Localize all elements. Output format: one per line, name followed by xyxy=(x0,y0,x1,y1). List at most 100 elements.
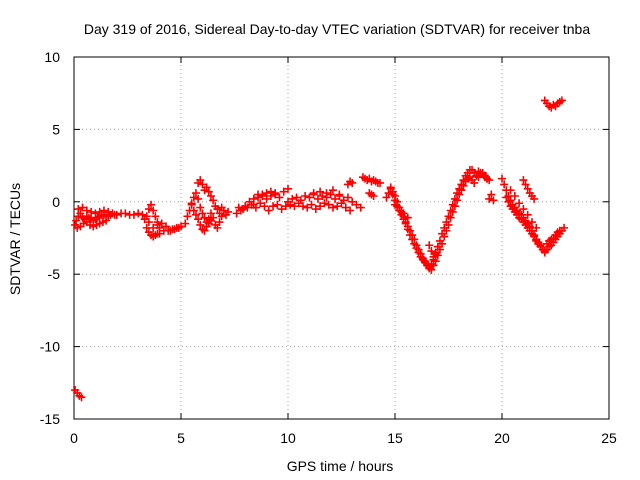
grid-lines xyxy=(74,57,609,419)
data-point xyxy=(290,202,299,211)
data-point xyxy=(209,213,218,222)
data-point xyxy=(446,213,455,222)
data-point xyxy=(206,209,215,218)
data-point xyxy=(112,210,121,219)
data-point xyxy=(410,235,419,244)
data-point xyxy=(196,220,205,229)
data-point xyxy=(166,226,175,235)
data-point xyxy=(472,171,481,180)
data-point xyxy=(138,210,147,219)
data-point xyxy=(427,247,436,256)
data-point xyxy=(412,241,421,250)
data-point xyxy=(504,197,513,206)
data-point xyxy=(309,189,318,198)
data-point xyxy=(224,207,233,216)
data-point xyxy=(429,252,438,261)
data-point xyxy=(307,200,316,209)
data-point xyxy=(196,176,205,185)
data-point xyxy=(271,190,280,199)
data-point xyxy=(147,200,156,209)
data-point xyxy=(151,212,160,221)
data-point xyxy=(376,178,385,187)
data-point xyxy=(326,190,335,199)
data-point xyxy=(523,184,532,193)
data-point xyxy=(448,207,457,216)
data-point xyxy=(303,203,312,212)
data-point xyxy=(408,231,417,240)
data-point xyxy=(209,196,218,205)
data-point xyxy=(254,190,263,199)
data-point xyxy=(189,193,198,202)
data-point xyxy=(502,193,511,202)
data-point xyxy=(316,187,325,196)
data-point xyxy=(532,223,541,232)
data-point xyxy=(157,219,166,228)
data-point xyxy=(102,216,111,225)
x-tick-label: 15 xyxy=(387,430,403,446)
y-tick-label: 5 xyxy=(52,121,60,137)
data-point xyxy=(104,207,113,216)
data-point xyxy=(305,193,314,202)
data-point xyxy=(269,202,278,211)
data-point xyxy=(335,190,344,199)
data-point xyxy=(273,200,282,209)
data-point xyxy=(391,200,399,209)
data-point xyxy=(76,209,85,218)
data-point xyxy=(328,186,337,195)
data-point xyxy=(431,248,440,257)
data-point xyxy=(202,183,211,192)
y-tick-label: 0 xyxy=(52,194,60,210)
data-point xyxy=(204,215,213,224)
data-point xyxy=(77,393,86,402)
data-point xyxy=(196,203,205,212)
data-point xyxy=(331,194,340,203)
data-point xyxy=(341,203,350,212)
data-point xyxy=(258,192,267,201)
data-point xyxy=(191,210,200,219)
data-point xyxy=(204,187,213,196)
data-point xyxy=(322,189,331,198)
data-point xyxy=(277,205,286,214)
data-point xyxy=(433,242,442,251)
data-point xyxy=(134,209,143,218)
data-point xyxy=(427,265,436,274)
data-point xyxy=(200,213,209,222)
data-point xyxy=(506,186,515,195)
data-point xyxy=(388,187,397,196)
chart-title: Day 319 of 2016, Sidereal Day-to-day VTE… xyxy=(84,21,591,37)
data-point xyxy=(72,216,81,225)
data-point xyxy=(183,212,192,221)
data-point xyxy=(399,209,408,218)
data-point xyxy=(333,202,342,211)
data-point xyxy=(324,200,333,209)
data-point xyxy=(264,206,273,215)
data-point xyxy=(337,199,346,208)
data-point xyxy=(266,187,275,196)
data-point xyxy=(144,205,153,214)
data-point xyxy=(425,241,434,250)
data-point xyxy=(403,222,412,231)
data-point xyxy=(395,206,404,215)
x-tick-label: 10 xyxy=(280,430,296,446)
x-tick-label: 25 xyxy=(601,430,617,446)
data-point xyxy=(429,261,438,270)
data-point xyxy=(234,203,243,212)
x-axis-label: GPS time / hours xyxy=(287,458,394,474)
data-point xyxy=(144,218,153,227)
data-point xyxy=(191,189,200,198)
data-point xyxy=(256,199,265,208)
data-point xyxy=(170,225,179,234)
data-point xyxy=(519,205,528,214)
data-point xyxy=(318,192,327,201)
data-point xyxy=(249,194,258,203)
data-point xyxy=(95,207,104,216)
data-point xyxy=(140,215,149,224)
data-point xyxy=(155,229,164,238)
data-point xyxy=(82,206,91,215)
data-point xyxy=(87,207,96,216)
data-point xyxy=(523,210,532,219)
data-point xyxy=(423,260,432,269)
data-point xyxy=(121,209,130,218)
data-point xyxy=(356,203,365,212)
